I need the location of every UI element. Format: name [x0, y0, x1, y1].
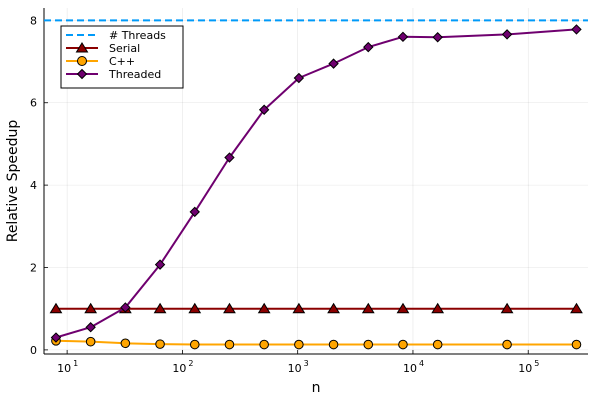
cpp-point	[432, 339, 443, 350]
cpp-point	[189, 339, 200, 350]
legend-label-serial: Serial	[109, 42, 140, 55]
legend-label-threads: # Threads	[109, 29, 166, 42]
cpp-point	[294, 339, 304, 350]
cpp-point	[85, 336, 96, 347]
serial-point	[153, 302, 167, 314]
y-tick-label: 8	[30, 14, 37, 27]
y-tick-label: 6	[30, 97, 37, 110]
serial-point	[327, 302, 340, 314]
cpp-point	[155, 339, 165, 349]
x-tick-exponent: 5	[534, 359, 539, 368]
threaded-point	[501, 29, 513, 40]
legend-label-threaded: Threaded	[108, 68, 161, 81]
x-tick-exponent: 1	[73, 359, 78, 368]
threaded-point	[328, 58, 339, 69]
x-tick-label: 10	[403, 362, 417, 375]
x-tick-label: 10	[288, 362, 302, 375]
x-tick-label: 10	[57, 362, 71, 375]
serial-point	[396, 302, 410, 314]
threaded-point	[154, 259, 166, 270]
x-tick-label: 10	[518, 362, 532, 375]
serial-point	[361, 302, 375, 314]
serial-point	[49, 302, 63, 314]
threaded-point	[363, 41, 374, 53]
cpp-series-line	[55, 339, 577, 346]
threaded-point	[85, 322, 96, 333]
serial-point	[431, 302, 445, 314]
threaded-point	[224, 152, 235, 163]
legend-swatch-cpp-marker	[77, 56, 87, 66]
x-tick-label: 10	[172, 362, 186, 375]
cpp-point	[328, 339, 339, 350]
cpp-point	[224, 339, 235, 350]
x-tick-exponent: 4	[419, 359, 424, 368]
cpp-point	[259, 339, 269, 350]
serial-point	[223, 302, 236, 314]
legend-swatch-serial-marker	[75, 42, 89, 53]
y-tick-label: 4	[30, 179, 37, 192]
threaded-point	[571, 24, 582, 35]
cpp-point	[571, 339, 582, 350]
cpp-point	[502, 339, 512, 350]
cpp-point	[120, 338, 131, 349]
serial-point	[500, 302, 514, 314]
serial-point	[188, 302, 202, 314]
threaded-series-line	[55, 28, 577, 339]
cpp-point	[363, 339, 374, 350]
x-tick-exponent: 2	[188, 359, 193, 368]
x-tick-exponent: 3	[304, 359, 309, 368]
threaded-point	[258, 104, 270, 115]
legend: # Threads Serial C++ Threaded	[60, 25, 184, 89]
threaded-point	[120, 302, 131, 313]
legend-label-cpp: C++	[109, 55, 135, 68]
threaded-point	[189, 206, 200, 218]
x-axis-title: n	[312, 380, 321, 396]
threaded-point	[293, 72, 305, 84]
threaded-point	[432, 32, 443, 43]
axes	[43, 8, 588, 355]
y-tick-label: 0	[30, 344, 37, 357]
plot-series	[44, 19, 588, 350]
threaded-point	[397, 31, 409, 43]
y-axis-title: Relative Speedup	[5, 120, 21, 243]
cpp-point	[398, 339, 408, 350]
serial-point	[292, 302, 306, 314]
legend-swatch-threaded-marker	[76, 68, 88, 80]
serial-point	[570, 302, 583, 314]
threaded-point	[50, 332, 62, 343]
serial-point	[257, 302, 271, 314]
y-tick-label: 2	[30, 262, 37, 275]
serial-point	[84, 302, 98, 314]
